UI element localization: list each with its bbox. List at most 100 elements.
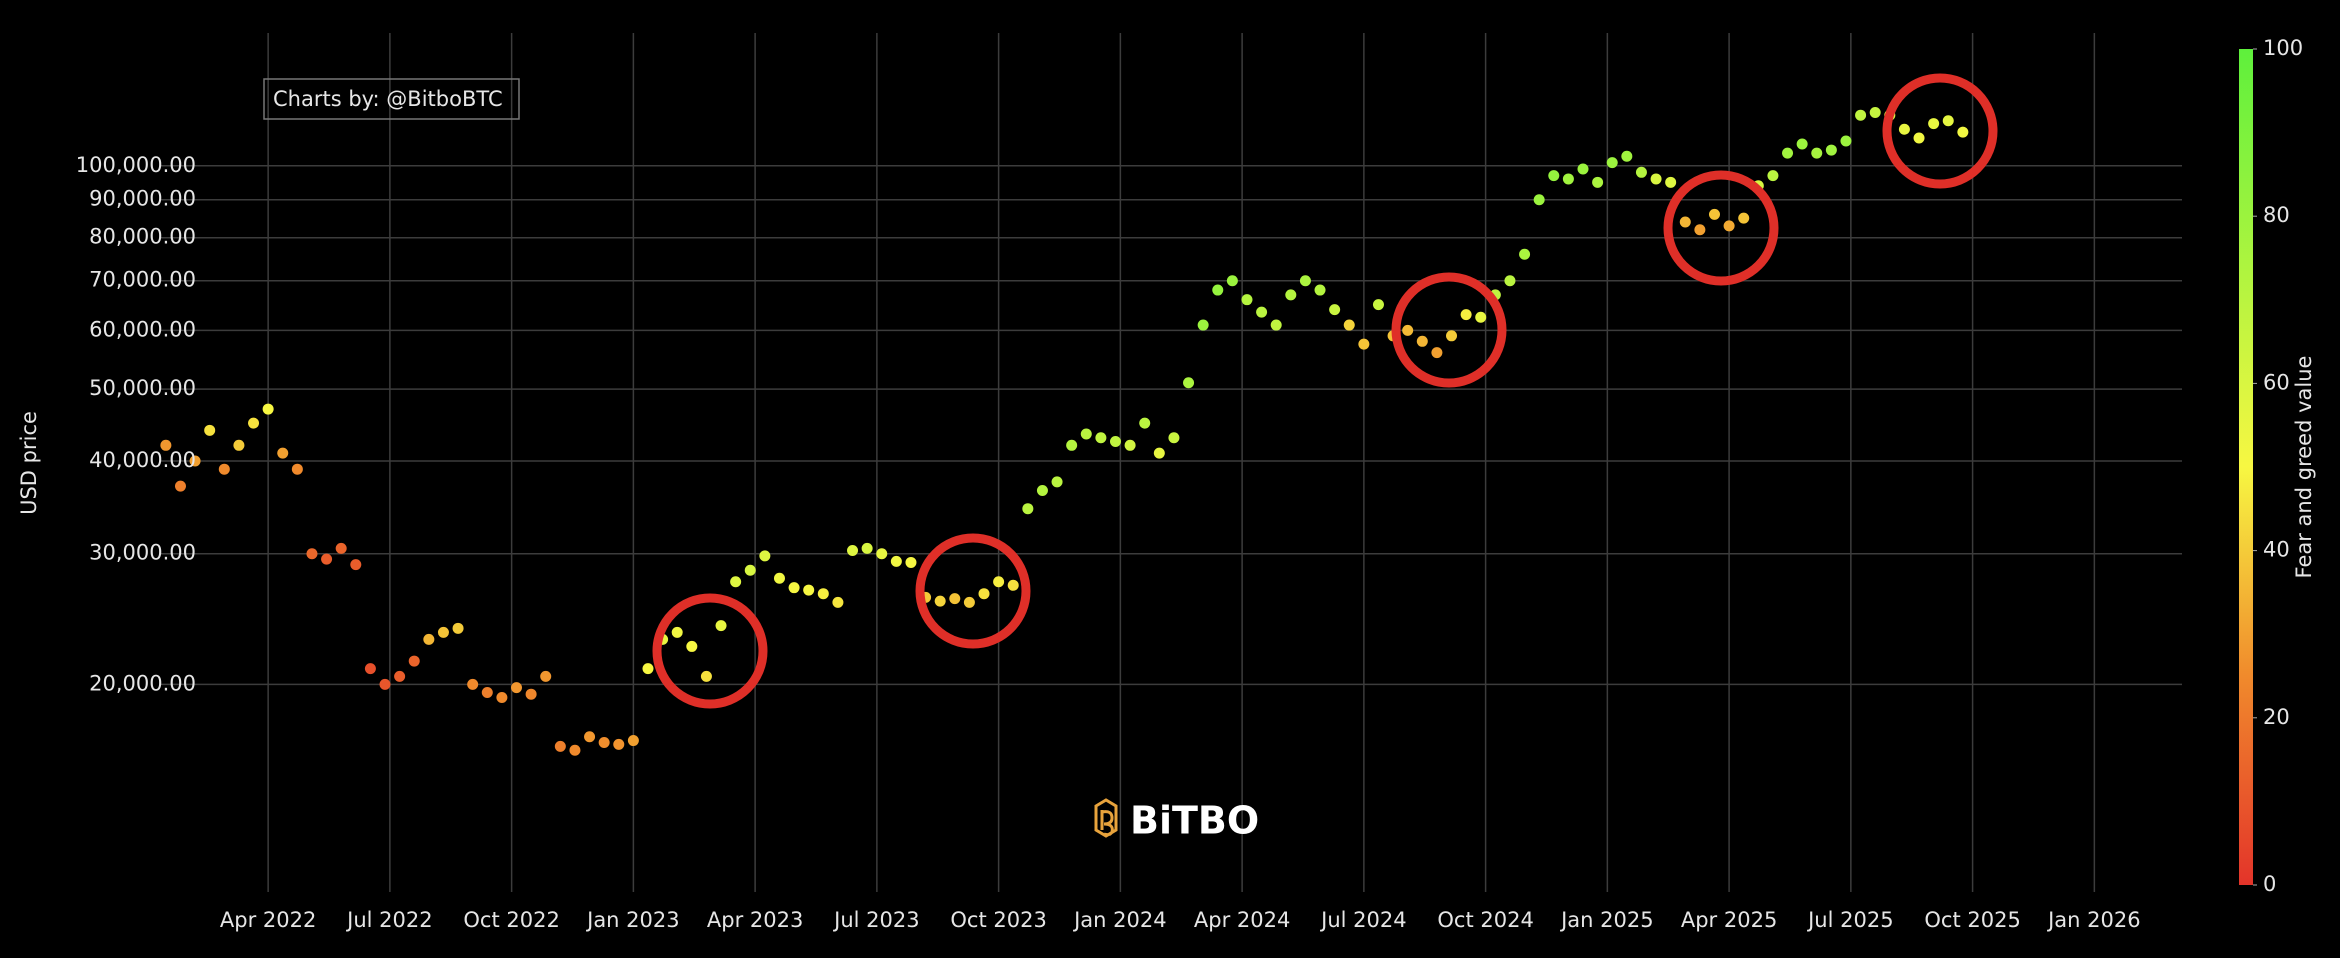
point	[861, 542, 873, 554]
x-tick-label: Oct 2024	[1437, 908, 1533, 932]
point	[890, 555, 902, 567]
point	[715, 620, 727, 632]
y-tick-label: 70,000.00	[89, 268, 196, 292]
x-tick-label: Oct 2025	[1924, 908, 2020, 932]
point	[525, 688, 537, 700]
y-tick-label: 50,000.00	[89, 376, 196, 400]
point	[1869, 106, 1881, 118]
point	[1124, 439, 1136, 451]
point	[481, 687, 493, 699]
colorbar-tick-label: 100	[2263, 36, 2303, 60]
point	[379, 678, 391, 690]
point	[437, 626, 449, 638]
y-tick-label: 40,000.00	[89, 448, 196, 472]
colorbar-tick-label: 0	[2263, 872, 2276, 896]
point	[1855, 109, 1867, 121]
point	[1665, 176, 1677, 188]
point	[291, 463, 303, 475]
point	[978, 588, 990, 600]
point	[1767, 170, 1779, 182]
point	[1416, 335, 1428, 347]
point	[1913, 132, 1925, 144]
highlight-circle	[1391, 272, 1507, 388]
point	[700, 670, 712, 682]
point	[1109, 435, 1121, 447]
point	[1095, 432, 1107, 444]
point	[1183, 377, 1195, 389]
colorbar-tick-label: 80	[2263, 203, 2290, 227]
point	[1650, 173, 1662, 185]
point	[1621, 150, 1633, 162]
point	[773, 572, 785, 584]
x-tick-label: Jul 2023	[832, 908, 919, 932]
point	[905, 556, 917, 568]
point	[1329, 304, 1341, 316]
point	[467, 678, 479, 690]
point	[189, 455, 201, 467]
point	[1562, 173, 1574, 185]
colorbar-tick-label: 20	[2263, 705, 2290, 729]
point	[1942, 115, 1954, 127]
point	[1825, 144, 1837, 156]
x-tick-label: Jan 2026	[2046, 908, 2141, 932]
point	[1358, 338, 1370, 350]
x-tick-label: Apr 2023	[707, 908, 803, 932]
point	[744, 564, 756, 576]
point	[934, 595, 946, 607]
point	[350, 559, 362, 571]
point	[1153, 447, 1165, 459]
colorbar-tick-label: 60	[2263, 370, 2290, 394]
point	[1694, 224, 1706, 236]
point	[759, 550, 771, 562]
point	[1811, 147, 1823, 159]
point	[1928, 118, 1940, 130]
point	[1168, 432, 1180, 444]
point	[394, 670, 406, 682]
point	[321, 553, 333, 565]
point	[233, 439, 245, 451]
y-tick-label: 30,000.00	[89, 541, 196, 565]
point	[540, 670, 552, 682]
x-tick-label: Jan 2023	[585, 908, 680, 932]
point	[832, 596, 844, 608]
point	[1708, 208, 1720, 220]
point	[569, 744, 581, 756]
colorbar-label: Fear and greed value	[2292, 356, 2316, 579]
point	[262, 403, 274, 415]
points	[160, 106, 1969, 756]
point	[423, 633, 435, 645]
point	[730, 576, 742, 588]
point	[1533, 194, 1545, 206]
point	[1036, 485, 1048, 497]
colorbar	[2239, 49, 2253, 885]
colorbar-tick-label: 40	[2263, 538, 2290, 562]
point	[277, 447, 289, 459]
x-tick-label: Jul 2025	[1806, 908, 1893, 932]
point	[963, 596, 975, 608]
point	[627, 735, 639, 747]
point	[1898, 123, 1910, 135]
point	[364, 663, 376, 675]
point	[847, 545, 859, 557]
point	[671, 626, 683, 638]
highlight-circle	[915, 533, 1031, 649]
point	[1475, 311, 1487, 323]
point	[686, 640, 698, 652]
point	[1139, 417, 1151, 429]
point	[204, 424, 216, 436]
point	[803, 584, 815, 596]
point	[1372, 299, 1384, 311]
x-tick-label: Jan 2024	[1072, 908, 1167, 932]
point	[598, 736, 610, 748]
point	[613, 738, 625, 750]
point	[788, 582, 800, 594]
annotation-box	[263, 78, 520, 120]
point	[1577, 163, 1589, 175]
watermark: BiTBO	[1094, 798, 1259, 843]
point	[1431, 347, 1443, 359]
point	[554, 740, 566, 752]
point	[496, 692, 508, 704]
highlight-circle	[652, 593, 768, 709]
x-tick-label: Oct 2023	[950, 908, 1046, 932]
